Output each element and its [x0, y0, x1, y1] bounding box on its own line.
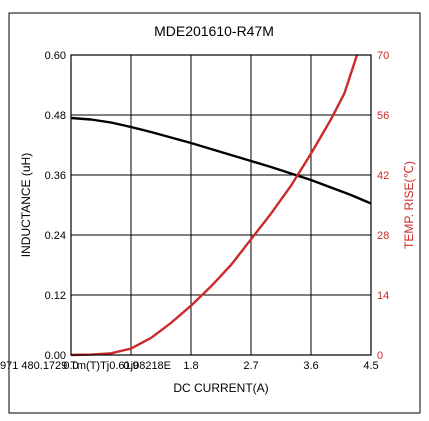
y2-axis-label: TEMP. RISE(℃): [402, 161, 416, 249]
y-tick-label: 0.12: [45, 290, 66, 302]
x-tick-label: 4.5: [363, 360, 378, 372]
y2-tick-label: 56: [377, 110, 389, 122]
y2-tick-label: 0: [377, 350, 383, 362]
y2-tick-label: 70: [377, 50, 389, 62]
tick-labels: 0.0 0.9 1.8 2.7 3.6 4.5 0.00 0.12 0.24 0.36 0.48 0.…: [45, 50, 390, 372]
overlay-text: 971 480.1729 Tm(T)Tj0.61j08218E: [0, 360, 171, 372]
temp-rise-line: [70, 54, 359, 357]
chart-title: MDE201610-R47M: [154, 23, 274, 39]
y-tick-label: 0.36: [45, 170, 66, 182]
x-tick-label: 2.7: [243, 360, 258, 372]
series-layer: [70, 54, 372, 357]
y2-tick-label: 14: [377, 290, 389, 302]
x-axis-label: DC CURRENT(A): [173, 381, 268, 395]
plot-frame: [70, 54, 372, 356]
x-tick-label: 0.0: [63, 360, 78, 372]
y-tick-label: 0.48: [45, 110, 66, 122]
x-tick-label: 3.6: [303, 360, 318, 372]
inductance-line: [70, 116, 372, 205]
x-tick-label: 0.9: [123, 360, 138, 372]
x-tick-label: 1.8: [183, 360, 198, 372]
y2-tick-label: 28: [377, 230, 389, 242]
y-tick-label: 0.24: [45, 230, 66, 242]
outer-border: [8, 12, 421, 414]
y-tick-label: 0.60: [45, 50, 66, 62]
y-axis-label: INDUCTANCE (uH): [19, 153, 33, 257]
y-tick-label: 0.00: [45, 350, 66, 362]
y2-tick-label: 42: [377, 170, 389, 182]
